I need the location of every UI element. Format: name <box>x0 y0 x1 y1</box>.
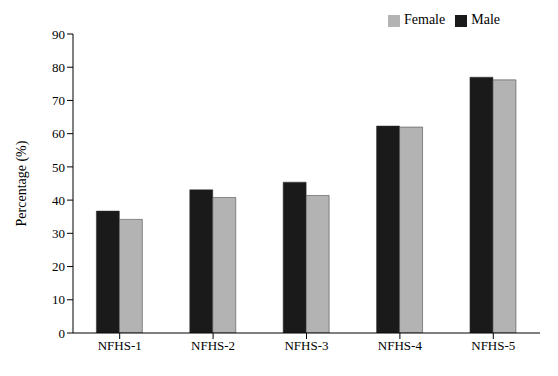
svg-text:50: 50 <box>52 160 65 175</box>
svg-text:NFHS-2: NFHS-2 <box>191 338 235 353</box>
svg-text:NFHS-1: NFHS-1 <box>98 338 142 353</box>
svg-text:NFHS-5: NFHS-5 <box>471 338 515 353</box>
svg-text:0: 0 <box>59 326 66 341</box>
html-text:Female: Female <box>404 12 446 27</box>
svg-text:40: 40 <box>52 193 65 208</box>
svg-text:60: 60 <box>52 126 65 141</box>
svg-text:Percentage (%): Percentage (%) <box>14 140 30 226</box>
svg-text:10: 10 <box>52 292 65 307</box>
svg-text:NFHS-3: NFHS-3 <box>284 338 328 353</box>
svg-text:NFHS-4: NFHS-4 <box>378 338 423 353</box>
svg-text:90: 90 <box>52 27 65 42</box>
svg-text:70: 70 <box>52 93 65 108</box>
html-text:Male: Male <box>471 12 500 27</box>
svg-text:20: 20 <box>52 259 65 274</box>
svg-text:30: 30 <box>52 226 65 241</box>
svg-text:80: 80 <box>52 60 65 75</box>
